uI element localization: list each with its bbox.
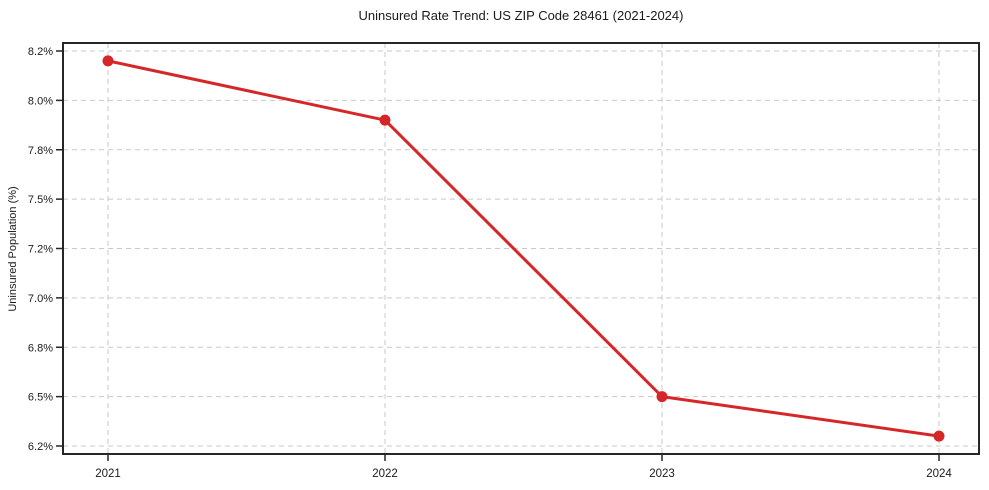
y-tick-label: 7.0% [28, 293, 53, 305]
y-tick-label: 8.0% [28, 95, 53, 107]
x-tick-label: 2023 [649, 468, 675, 480]
y-tick-label: 7.2% [28, 244, 53, 256]
x-tick-label: 2024 [926, 468, 952, 480]
x-tick-label: 2022 [372, 468, 398, 480]
y-axis-label: Uninsured Population (%) [7, 186, 19, 311]
y-tick-label: 8.2% [28, 46, 53, 58]
y-tick-label: 7.5% [28, 194, 53, 206]
plot-area: 6.2% 6.5% 6.8% 7.0% 7.2% 7.5% 7.8% 8.0% 8.2% 2021… [28, 42, 980, 480]
data-point [102, 55, 114, 67]
y-tick-label: 7.8% [28, 145, 53, 157]
y-tick-label: 6.8% [28, 342, 53, 354]
data-point [933, 430, 945, 442]
x-tick-label: 2021 [95, 468, 121, 480]
y-tick-label: 6.5% [28, 392, 53, 404]
trend-line [106, 59, 941, 438]
y-tick-label: 6.2% [28, 441, 53, 453]
chart-title: Uninsured Rate Trend: US ZIP Code 28461 … [359, 8, 684, 23]
data-point [656, 391, 668, 403]
data-point [379, 114, 391, 126]
